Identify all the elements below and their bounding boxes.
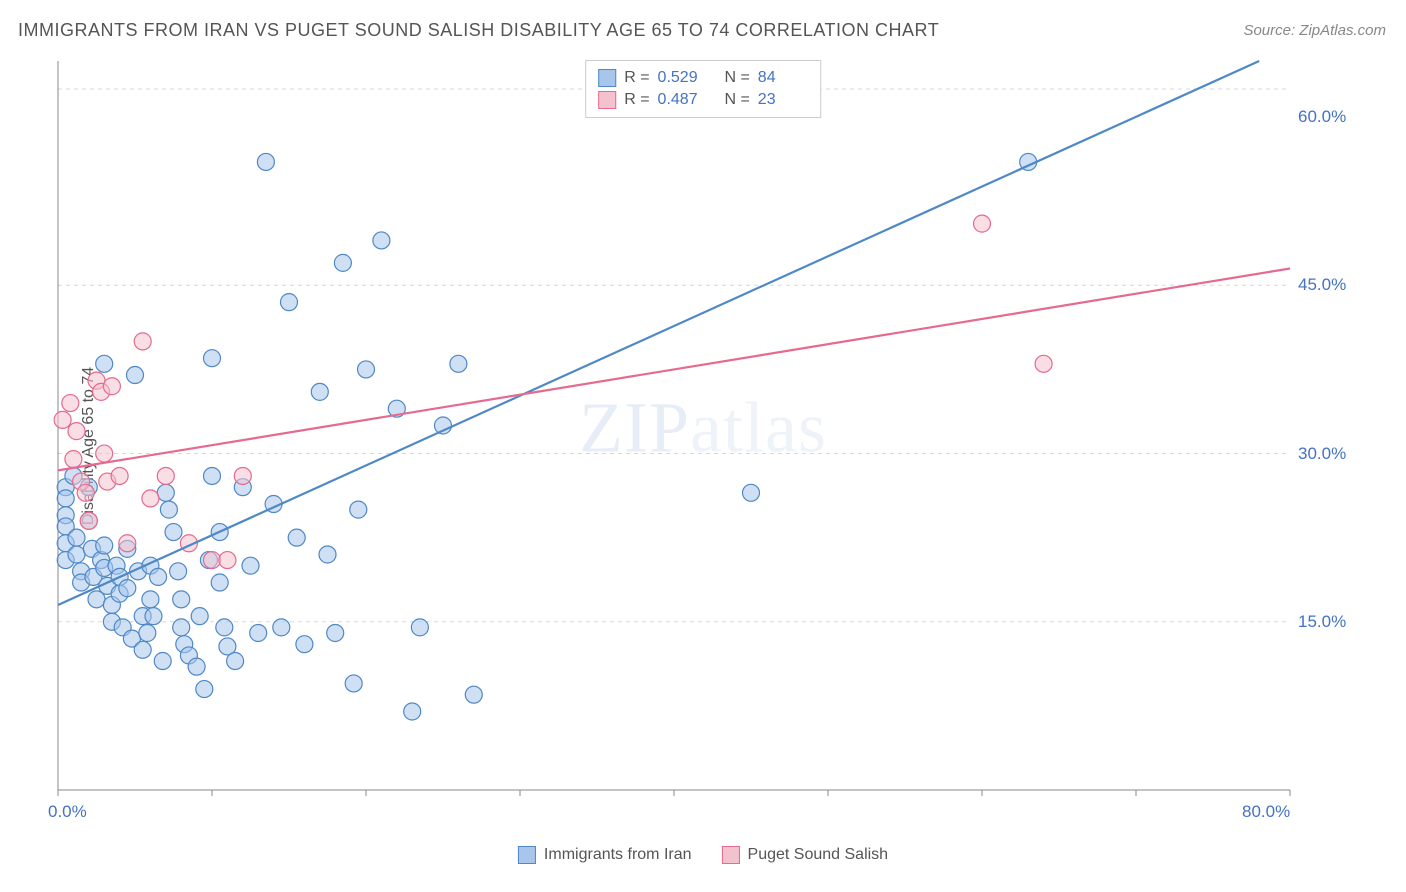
series-legend: Immigrants from Iran Puget Sound Salish xyxy=(518,846,888,864)
r-value: 0.487 xyxy=(658,91,708,109)
y-tick-label: 60.0% xyxy=(1298,107,1346,127)
scatter-plot-svg xyxy=(50,55,1350,820)
legend-stat-row: R = 0.487 N = 23 xyxy=(598,89,808,111)
legend-swatch xyxy=(722,846,740,864)
legend-swatch xyxy=(598,69,616,87)
correlation-legend: R = 0.529 N = 84 R = 0.487 N = 23 xyxy=(585,60,821,118)
legend-series-label: Puget Sound Salish xyxy=(748,846,889,864)
r-value: 0.529 xyxy=(658,69,708,87)
legend-swatch xyxy=(518,846,536,864)
plot-area xyxy=(50,55,1350,820)
n-label: N = xyxy=(716,69,750,87)
y-tick-label: 45.0% xyxy=(1298,275,1346,295)
legend-series-label: Immigrants from Iran xyxy=(544,846,692,864)
legend-swatch xyxy=(598,91,616,109)
x-tick-label: 80.0% xyxy=(1242,802,1290,822)
legend-series-item: Puget Sound Salish xyxy=(722,846,889,864)
source-label: Source: ZipAtlas.com xyxy=(1243,22,1386,39)
r-label: R = xyxy=(624,69,649,87)
n-value: 84 xyxy=(758,69,808,87)
y-tick-label: 15.0% xyxy=(1298,612,1346,632)
legend-series-item: Immigrants from Iran xyxy=(518,846,692,864)
n-label: N = xyxy=(716,91,750,109)
x-tick-label: 0.0% xyxy=(48,802,87,822)
r-label: R = xyxy=(624,91,649,109)
chart-container: IMMIGRANTS FROM IRAN VS PUGET SOUND SALI… xyxy=(0,0,1406,892)
legend-stat-row: R = 0.529 N = 84 xyxy=(598,67,808,89)
n-value: 23 xyxy=(758,91,808,109)
y-tick-label: 30.0% xyxy=(1298,444,1346,464)
chart-title: IMMIGRANTS FROM IRAN VS PUGET SOUND SALI… xyxy=(18,20,939,41)
